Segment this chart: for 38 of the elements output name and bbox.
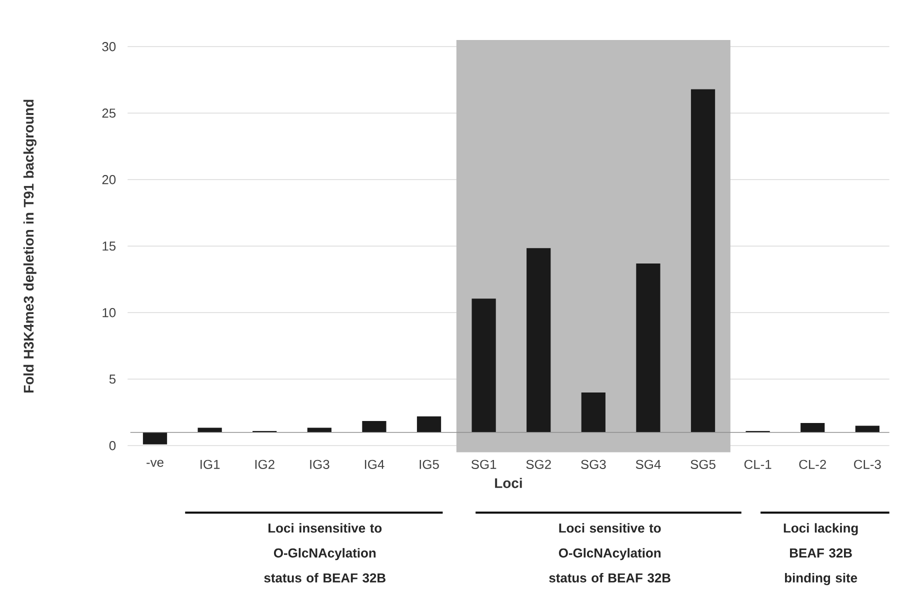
x-tick-label: SG2 — [526, 460, 551, 469]
y-axis-title: Fold H3K4me3 depletion in T91 background — [23, 100, 36, 392]
x-tick-label: SG3 — [581, 460, 606, 469]
text: Loci insensitive to O-GlcNAcylation status of BEAF 32B — [264, 523, 386, 583]
bar — [800, 423, 825, 432]
bar — [581, 392, 606, 432]
bar — [142, 432, 168, 444]
x-tick-label: SG1 — [471, 460, 496, 469]
bar — [636, 263, 660, 432]
bar — [307, 428, 332, 432]
x-tick-label: CL-3 — [854, 460, 881, 469]
x-tick-label: SG5 — [690, 460, 716, 469]
y-tick-label: 10 — [102, 308, 116, 318]
bar — [416, 416, 442, 432]
y-tick-label: 30 — [102, 42, 116, 52]
text: Loci sensitive to O-GlcNAcylation status of BEAF 32B — [549, 523, 670, 583]
bar — [526, 248, 551, 432]
x-tick-label: CL-1 — [744, 460, 772, 469]
bar — [690, 89, 716, 432]
x-tick-label: CL-2 — [799, 460, 826, 469]
x-tick-label: SG4 — [636, 460, 661, 469]
x-axis-title: Loci — [495, 478, 522, 488]
x-tick-label: IG4 — [364, 460, 384, 469]
x-tick-label: IG5 — [420, 460, 439, 469]
y-tick-label: 20 — [102, 175, 116, 184]
x-tick-label: IG3 — [310, 460, 330, 469]
bar — [472, 298, 496, 432]
bar — [362, 421, 386, 432]
x-tick-label: IG2 — [255, 460, 274, 469]
y-tick-label: 15 — [102, 242, 116, 251]
y-tick-label: 0 — [109, 441, 116, 450]
x-tick-label: IG1 — [200, 460, 220, 469]
y-tick-label: 25 — [102, 108, 116, 118]
y-tick-label: 5 — [109, 374, 116, 384]
x-tick-label: -ve — [146, 460, 164, 467]
text: Loci lacking BEAF 32B binding site — [784, 523, 858, 586]
bar — [198, 428, 222, 432]
bar — [855, 426, 880, 432]
